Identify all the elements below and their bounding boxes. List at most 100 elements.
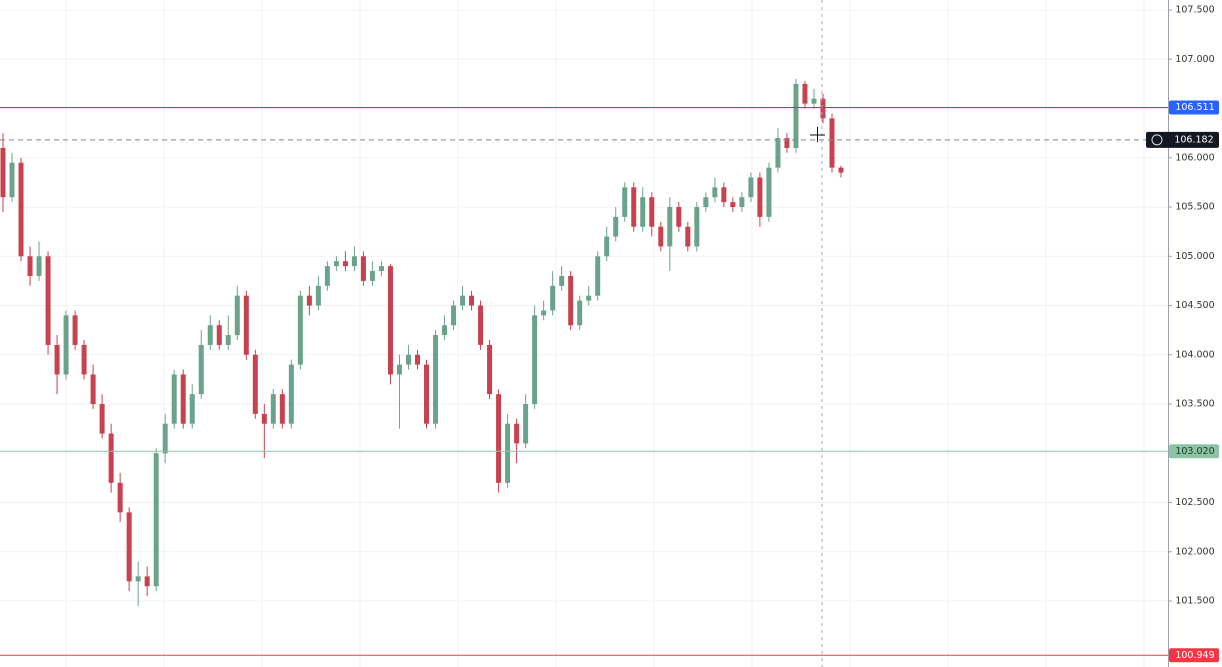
candle-body [261,413,267,424]
candle-body [541,310,547,316]
candle-body [243,295,249,355]
candle-body [288,364,294,424]
candle-body [550,285,556,311]
candle-body [748,177,754,198]
crosshair-label-box [1146,131,1219,148]
candle-body [649,197,655,227]
candle-body [270,394,276,424]
candle-body [414,354,420,365]
candle-body [775,138,781,168]
candle-body [604,236,610,257]
candle-body [153,453,159,587]
candle-body [180,374,186,424]
candle-body [793,83,799,148]
candle-body [351,256,357,267]
candle-body [198,344,204,395]
candle-body [369,271,375,281]
y-tick-label: 107.500 [1175,5,1214,16]
candle-body [442,325,448,336]
candle-body [730,202,736,208]
price-line-label: 100.949 [1175,650,1214,661]
candle-body [559,275,565,286]
candle-body [523,404,529,444]
candle-body [45,256,51,345]
candle-body [126,512,132,582]
candle-body [460,295,466,306]
y-tick-label: 102.000 [1175,546,1214,557]
candle-body [532,315,538,405]
candle-body [703,197,709,208]
candle-body [586,295,592,301]
candle-body [171,374,177,424]
candle-body [144,576,150,587]
candle-body [234,295,240,336]
candle-body [487,344,493,395]
candle-body [72,315,78,345]
candle-body [424,364,430,424]
candle-body [757,177,763,217]
candle-body [63,315,69,375]
candle-body [189,394,195,424]
candle-body [18,162,24,257]
candle-body [36,256,42,276]
candle-body [595,256,601,296]
y-tick-label: 104.000 [1175,349,1214,360]
candle-body [405,354,411,365]
candle-body [315,285,321,306]
candle-body [54,344,60,375]
candle-body [396,364,402,375]
candle-body [802,83,808,104]
candle-body [207,325,213,345]
candle-body [811,98,817,104]
price-line-label: 103.020 [1175,446,1214,457]
candle-body [135,576,141,582]
candle-body [469,295,475,306]
candle-body [387,266,393,375]
candle-body [433,335,439,424]
candle-body [216,325,222,345]
candle-body [667,207,673,247]
price-line-label: 106.511 [1175,102,1214,113]
candle-body [568,275,574,326]
candle-body [252,354,258,414]
y-tick-label: 103.500 [1175,399,1214,410]
candle-body [658,226,664,247]
candle-body [0,147,6,198]
candle-body [324,266,330,286]
candle-body [766,167,772,217]
candle-body [640,197,646,227]
candle-body [820,98,826,119]
y-tick-label: 104.500 [1175,300,1214,311]
y-tick-label: 106.000 [1175,152,1214,163]
candle-body [676,207,682,227]
price-line-label-box [1169,100,1219,115]
candle-body [360,256,366,281]
crosshair-add-icon [1151,134,1163,146]
y-tick-label: 105.000 [1175,251,1214,262]
candle-body [694,207,700,247]
candle-body [613,216,619,237]
candle-body [478,305,484,345]
candle-body [378,266,384,272]
price-line-label-box [1169,648,1219,663]
candle-body [117,482,123,513]
y-tick-label: 102.500 [1175,497,1214,508]
candle-body [739,197,745,208]
candle-body [297,295,303,365]
candle-body [90,374,96,405]
y-tick-label: 107.000 [1175,54,1214,65]
candle-body [622,187,628,217]
y-tick-label: 105.500 [1175,202,1214,213]
candle-body [685,226,691,247]
candle-body [99,404,105,434]
candle-body [225,335,231,345]
candle-body [27,256,33,276]
candle-body [784,138,790,148]
candle-body [333,261,339,267]
candle-body [577,300,583,326]
candle-body [162,423,168,454]
candle-body [9,162,15,198]
